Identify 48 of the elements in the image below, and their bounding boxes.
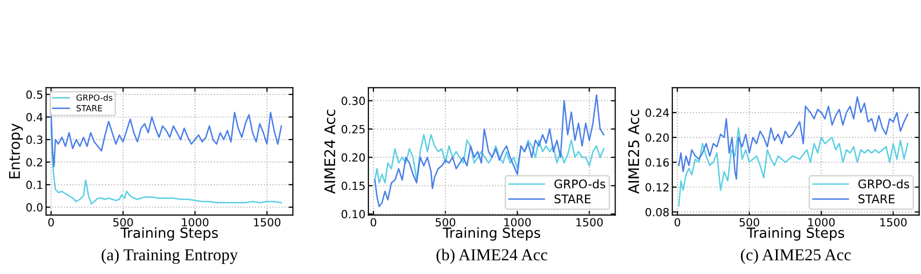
y-tick-label: 0.12 [646,183,668,192]
legend-label: STARE [858,194,894,204]
line-series [50,123,282,205]
y-axis-title: AIME24 Acc [324,110,336,194]
y-axis-title: Entropy [9,123,23,178]
y-tick-label: 0.1 [26,180,42,190]
y-tick-label: 0.20 [342,153,365,162]
x-tick-label: 1000 [504,218,531,226]
y-tick-label: 0.0 [26,203,43,212]
y-tick-label: 0.16 [646,158,669,167]
y-axis-title: AIME25 Acc [628,110,640,194]
y-tick-label: 0.08 [646,208,669,216]
y-tick-label: 0.4 [26,112,43,122]
x-tick-label: 500 [113,218,133,226]
y-tick-label: 0.10 [342,210,365,218]
y-tick-label: 0.5 [26,90,42,99]
x-tick-label: 500 [436,218,456,226]
x-tick-label: 0 [48,218,54,226]
x-tick-label: 1500 [576,218,603,226]
x-tick-label: 1500 [254,218,280,226]
text: (a) Training Entropy [102,248,238,264]
legend-label: STARE [76,105,102,112]
x-axis-title: Training Steps [442,227,540,241]
y-tick-label: 0.15 [342,182,365,190]
x-tick-label: 500 [740,218,760,226]
x-tick-label: 0 [370,218,376,226]
x-tick-label: 0 [674,218,680,226]
x-tick-label: 1500 [880,218,907,226]
line-series [678,96,908,180]
x-axis-title: Training Steps [120,227,218,241]
y-tick-label: 0.25 [342,124,365,134]
x-tick-label: 1000 [808,218,835,226]
line-series [678,127,908,206]
line-series [50,112,282,168]
legend-label: STARE [554,194,591,204]
legend-label: GRPO-ds [858,179,910,188]
legend-label: GRPO-ds [554,179,606,188]
y-tick-label: 0.20 [646,133,669,142]
x-tick-label: 1000 [182,218,208,226]
x-axis-title: Training Steps [746,227,844,241]
y-tick-label: 0.30 [342,96,365,106]
y-tick-label: 0.2 [26,158,42,166]
legend-label: GRPO-ds [76,94,112,101]
text: (b) AIME24 Acc [436,248,548,264]
text: (c) AIME25 Acc [740,248,851,264]
line-series [374,94,604,208]
y-tick-label: 0.24 [646,108,669,117]
y-tick-label: 0.3 [26,136,42,144]
